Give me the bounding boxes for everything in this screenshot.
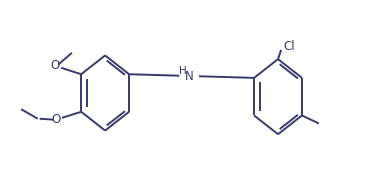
Text: O: O [50,60,60,73]
Text: O: O [51,113,60,126]
Text: Cl: Cl [284,40,295,53]
Text: N: N [185,70,194,83]
Text: H: H [179,66,187,76]
